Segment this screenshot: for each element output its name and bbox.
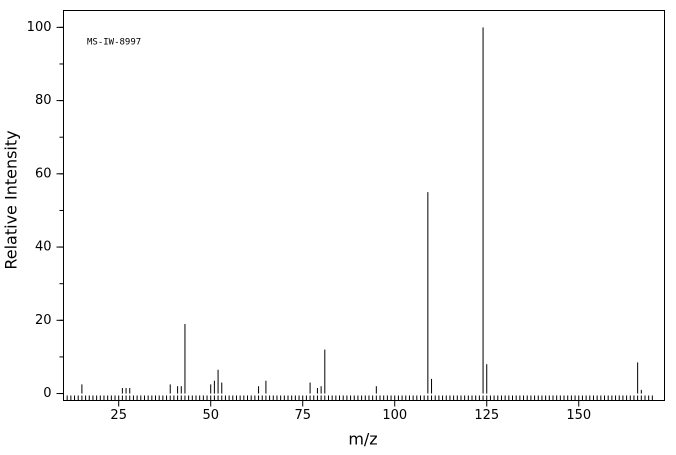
y-tick-label: 80 xyxy=(35,93,52,108)
y-tick-label: 100 xyxy=(27,20,52,35)
x-tick-label: 100 xyxy=(382,408,407,423)
plot-frame xyxy=(63,10,665,401)
x-tick-label: 150 xyxy=(566,408,591,423)
y-tick-label: 60 xyxy=(35,166,52,181)
x-tick-label: 50 xyxy=(202,408,219,423)
annotation: MS-IW-8997 xyxy=(87,38,141,48)
x-tick-label: 125 xyxy=(474,408,499,423)
y-tick-label: 20 xyxy=(35,313,52,328)
x-tick-label: 75 xyxy=(294,408,311,423)
y-axis-label: Relative Intensity xyxy=(2,130,21,269)
y-tick-label: 0 xyxy=(43,386,51,401)
x-axis-label: m/z xyxy=(348,430,377,449)
y-tick-label: 40 xyxy=(35,240,52,255)
x-tick-label: 25 xyxy=(110,408,127,423)
